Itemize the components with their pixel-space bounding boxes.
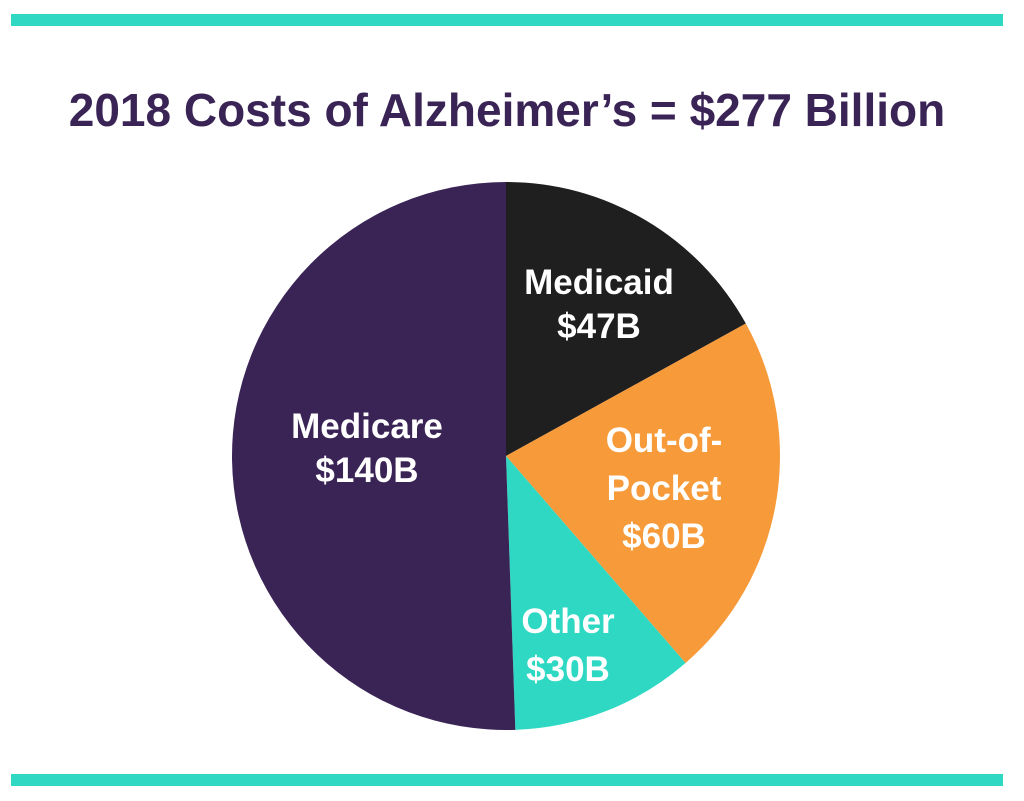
label-oop-value: $60B: [622, 517, 706, 556]
label-medicare-value: $140B: [315, 451, 419, 490]
label-other: Other $30B: [521, 598, 614, 694]
top-accent-bar: [11, 14, 1003, 26]
slice-other: [506, 456, 686, 730]
slice-medicare: [232, 182, 516, 730]
bottom-accent-bar: [11, 774, 1003, 786]
label-other-value: $30B: [526, 650, 610, 689]
chart-title: 2018 Costs of Alzheimer’s = $277 Billion: [68, 84, 946, 136]
label-medicaid-name: Medicaid: [524, 263, 674, 302]
label-out-of-pocket: Out-of- Pocket $60B: [606, 417, 723, 561]
label-oop-line1: Out-of-: [605, 421, 723, 460]
label-medicaid: Medicaid $47B: [524, 261, 674, 349]
label-oop-line2: Pocket: [606, 469, 722, 508]
label-medicare: Medicare $140B: [291, 405, 443, 493]
label-medicaid-value: $47B: [557, 307, 641, 346]
slice-out-of-pocket: [506, 323, 780, 663]
label-other-name: Other: [521, 602, 615, 641]
label-medicare-name: Medicare: [291, 407, 443, 446]
slice-medicaid: [506, 182, 746, 456]
